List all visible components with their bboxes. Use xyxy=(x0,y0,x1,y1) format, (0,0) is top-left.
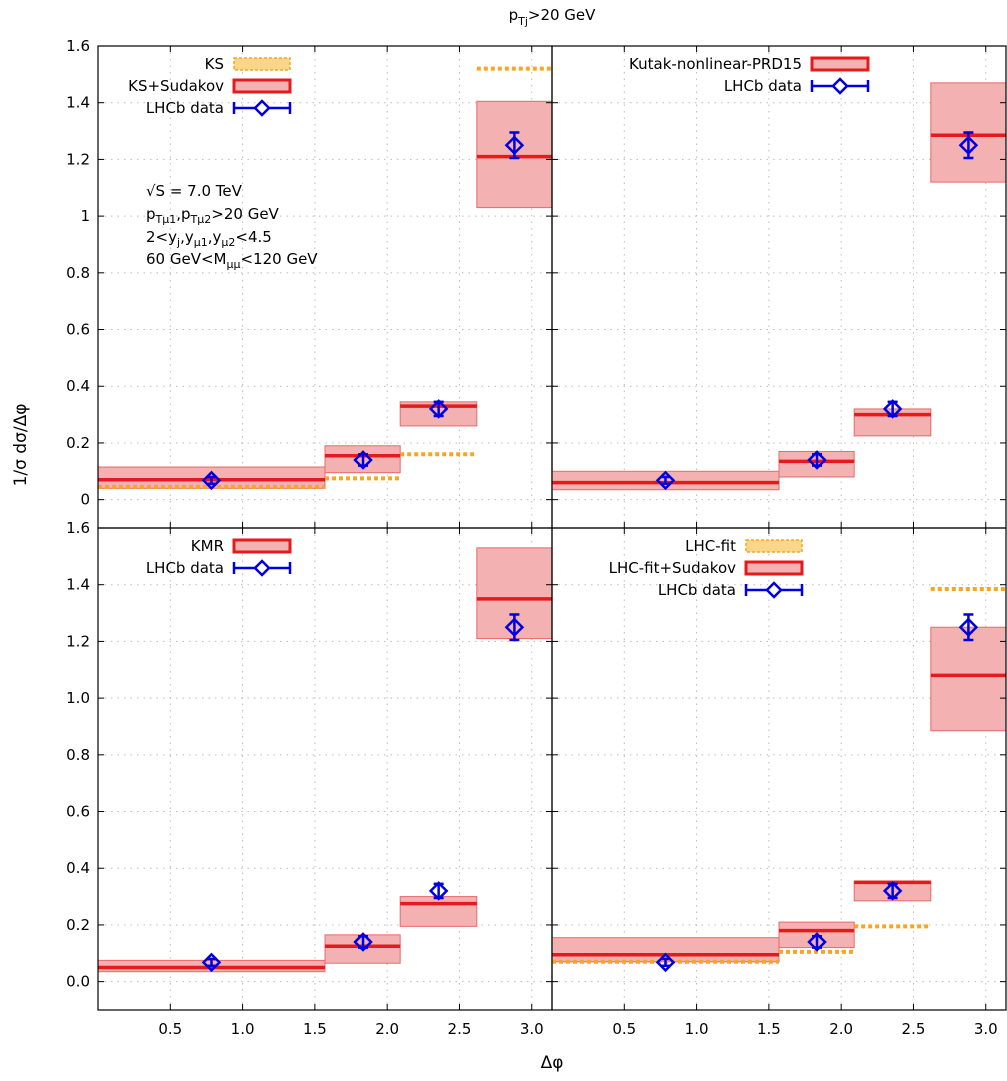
x-tick-label: 1.5 xyxy=(757,1020,781,1038)
y-tick-label: 0.4 xyxy=(66,377,90,395)
y-tick-label: 1.0 xyxy=(66,689,90,707)
legend-label: LHCb data xyxy=(658,581,736,599)
x-tick-label: 1.0 xyxy=(231,1020,255,1038)
y-tick-label: 0.4 xyxy=(66,859,90,877)
legend-label: LHCb data xyxy=(724,77,802,95)
legend-label: LHCb data xyxy=(146,99,224,117)
x-tick-label: 0.5 xyxy=(158,1020,182,1038)
data-point xyxy=(201,952,222,973)
panel-top-left: KS KS+Sudakov LHCb data xyxy=(97,45,553,529)
annotation-line-2: pTμ1,pTμ2>20 GeV xyxy=(146,205,280,226)
x-axis-label: Δφ xyxy=(541,1053,564,1073)
data-point xyxy=(807,450,827,470)
panel-plot-area xyxy=(552,46,1006,528)
legend-label: Kutak-nonlinear-PRD15 xyxy=(629,55,802,73)
y-tick-label: 1.6 xyxy=(66,519,90,537)
panel-plot-area xyxy=(552,528,1006,1010)
data-point xyxy=(504,135,525,156)
y-tick-label: 0.6 xyxy=(66,803,90,821)
x-tick-label: 1.5 xyxy=(303,1020,327,1038)
annotation-line-4: 60 GeV<Mμμ<120 GeV xyxy=(146,250,318,271)
x-tick-label: 0.5 xyxy=(612,1020,636,1038)
legend-key-band xyxy=(744,560,804,576)
data-point xyxy=(882,399,903,419)
panel-plot-area xyxy=(98,46,552,528)
annotation-line-3: 2<yj,yμ1,yμ2<4.5 xyxy=(146,228,272,249)
data-point xyxy=(428,399,449,419)
legend-key-data-marker xyxy=(253,99,271,117)
data-point xyxy=(655,952,676,973)
legend-label: KS xyxy=(205,55,224,73)
y-tick-label: 1 xyxy=(80,207,90,225)
legend-label: LHC-fit xyxy=(685,537,736,555)
data-point xyxy=(958,135,979,156)
figure-title: pTj>20 GeV xyxy=(509,6,597,28)
legend-key-band xyxy=(232,538,292,554)
y-tick-label: 1.2 xyxy=(66,150,90,168)
x-tick-label: 3.0 xyxy=(974,1020,998,1038)
panel-bottom-right: LHC-fit LHC-fit+Sudakov LHCb data xyxy=(551,527,1007,1011)
y-tick-label: 0.0 xyxy=(66,973,90,991)
x-tick-label: 3.0 xyxy=(520,1020,544,1038)
panel-bottom-left: KMR LHCb data xyxy=(97,527,553,1011)
legend-key-dashed xyxy=(233,57,291,71)
uncertainty-band xyxy=(399,896,478,927)
legend: KS KS+Sudakov LHCb data xyxy=(128,55,292,117)
y-tick-label: 0.8 xyxy=(66,264,90,282)
y-tick-label: 0.2 xyxy=(66,434,90,452)
data-point xyxy=(807,932,827,952)
legend-key-band xyxy=(232,78,292,94)
legend: Kutak-nonlinear-PRD15 LHCb data xyxy=(629,55,870,95)
legend-key-data-marker xyxy=(765,581,783,599)
y-tick-label: 1.4 xyxy=(66,94,90,112)
y-tick-label: 1.6 xyxy=(66,37,90,55)
x-tick-label: 2.0 xyxy=(375,1020,399,1038)
x-tick-label: 2.5 xyxy=(448,1020,472,1038)
y-axis-label: 1/σ dσ/Δφ xyxy=(11,404,31,487)
uncertainty-band xyxy=(930,626,1006,732)
legend: LHC-fit LHC-fit+Sudakov LHCb data xyxy=(609,537,804,599)
data-point xyxy=(428,881,449,901)
panel-plot-area xyxy=(98,528,552,1010)
data-point xyxy=(353,932,373,952)
data-point xyxy=(655,470,676,491)
x-tick-label: 2.5 xyxy=(902,1020,926,1038)
axis-ticks: 0 0.2 0.4 0.6 0.8 1 1.2 1.4 1.6 0.0 0.2 0.4 0.6 0.8 1.… xyxy=(66,37,998,1038)
data-point xyxy=(882,881,903,901)
y-tick-label: 0 xyxy=(80,491,90,509)
y-tick-label: 1.2 xyxy=(66,632,90,650)
y-tick-label: 1.4 xyxy=(66,576,90,594)
legend-label: LHCb data xyxy=(146,559,224,577)
data-point xyxy=(353,450,373,470)
annotation-line-1: √S = 7.0 TeV xyxy=(146,182,243,200)
y-tick-label: 0.2 xyxy=(66,916,90,934)
legend-key-band xyxy=(810,56,870,72)
data-point xyxy=(958,617,979,638)
data-point xyxy=(201,470,222,491)
panel-top-right: Kutak-nonlinear-PRD15 LHCb data xyxy=(551,45,1007,529)
data-point xyxy=(504,617,525,638)
legend-key-dashed xyxy=(745,539,803,553)
y-tick-label: 0.8 xyxy=(66,746,90,764)
kinematics-annotation: √S = 7.0 TeV pTμ1,pTμ2>20 GeV 2<yj,yμ1,y… xyxy=(146,182,318,271)
legend-key-data-marker xyxy=(831,77,849,95)
legend: KMR LHCb data xyxy=(146,537,292,577)
legend-label: KS+Sudakov xyxy=(128,77,224,95)
x-tick-label: 2.0 xyxy=(829,1020,853,1038)
panel-frame xyxy=(551,527,1007,1011)
legend-key-data-marker xyxy=(253,559,271,577)
legend-label: KMR xyxy=(191,537,224,555)
legend-label: LHC-fit+Sudakov xyxy=(609,559,736,577)
x-tick-label: 1.0 xyxy=(685,1020,709,1038)
y-tick-label: 0.6 xyxy=(66,321,90,339)
